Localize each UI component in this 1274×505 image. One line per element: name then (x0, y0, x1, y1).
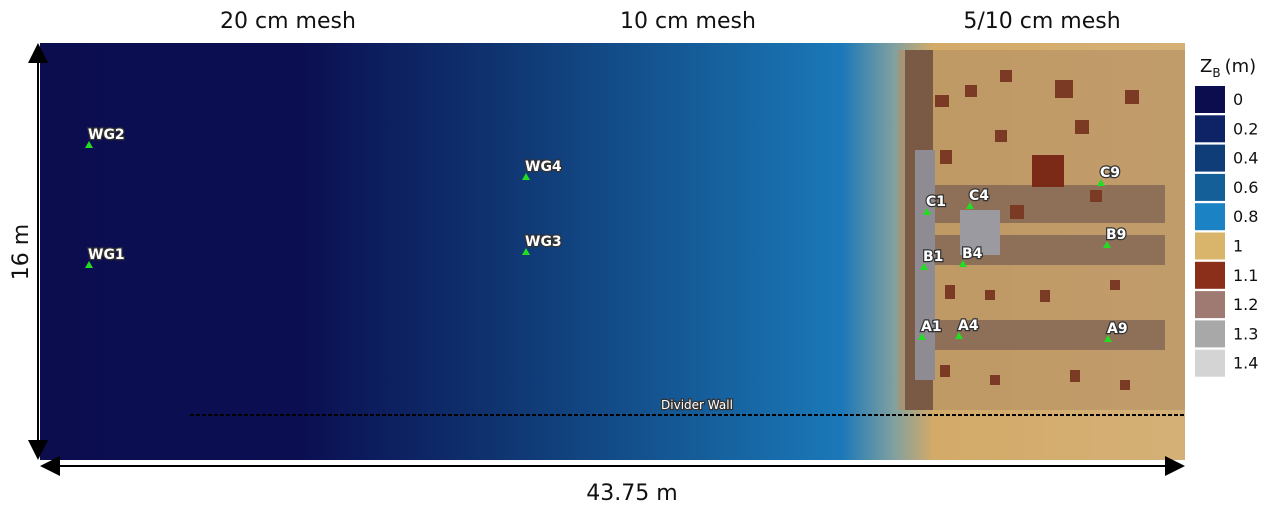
gauge-label: A9 (1107, 321, 1128, 337)
gauge-label: A4 (958, 318, 979, 334)
gauge-label: B1 (923, 249, 943, 265)
legend-swatch (1195, 174, 1225, 201)
legend-label: 1.2 (1233, 295, 1258, 314)
gauge-label: B4 (962, 246, 983, 262)
legend-swatch (1195, 291, 1225, 318)
legend-title: ZB (m) (1200, 56, 1256, 80)
legend-label: 0.6 (1233, 178, 1258, 197)
legend-label: 0.8 (1233, 207, 1258, 226)
legend-label: 0.4 (1233, 149, 1258, 168)
legend-swatch (1195, 320, 1225, 347)
gauge-label: B9 (1106, 227, 1126, 243)
gauge-label: WG1 (88, 247, 125, 263)
gauge-label: WG2 (88, 127, 125, 143)
legend-swatch (1195, 86, 1225, 113)
legend-swatch (1195, 115, 1225, 142)
mesh-label: 5/10 cm mesh (963, 9, 1120, 34)
legend-label: 1.3 (1233, 324, 1258, 343)
legend-label: 1.4 (1233, 354, 1258, 373)
legend-swatch (1195, 262, 1225, 289)
gauge-label: A1 (921, 319, 942, 335)
legend-title-unit: (m) (1225, 56, 1257, 77)
divider-label: Divider Wall (661, 398, 733, 412)
legend-label: 1 (1233, 237, 1243, 256)
gauge-label: C4 (969, 188, 989, 204)
gauge-label: C1 (926, 194, 946, 210)
gauge-label: WG4 (525, 159, 562, 175)
legend-label: 0.2 (1233, 119, 1258, 138)
width-label: 43.75 m (586, 481, 677, 505)
legend-swatch (1195, 203, 1225, 230)
figure: Divider Wall WG2WG1WG4WG3C1C4C9B1B4B9A1A… (0, 0, 1274, 505)
legend: 0 0.2 0.4 0.6 0.8 1 1.1 1.2 1.3 1.4 (1195, 86, 1258, 377)
legend-swatch (1195, 350, 1225, 377)
legend-swatch (1195, 145, 1225, 172)
town (898, 50, 1185, 410)
legend-swatch (1195, 233, 1225, 260)
gauge-label: C9 (1100, 165, 1120, 181)
legend-title-sub: B (1212, 66, 1220, 80)
legend-label: 1.1 (1233, 266, 1258, 285)
legend-title-main: Z (1200, 56, 1212, 77)
height-label: 16 m (9, 224, 34, 280)
gauge-label: WG3 (525, 234, 562, 250)
legend-label: 0 (1233, 90, 1243, 109)
mesh-label: 10 cm mesh (620, 9, 756, 34)
mesh-label: 20 cm mesh (220, 9, 356, 34)
